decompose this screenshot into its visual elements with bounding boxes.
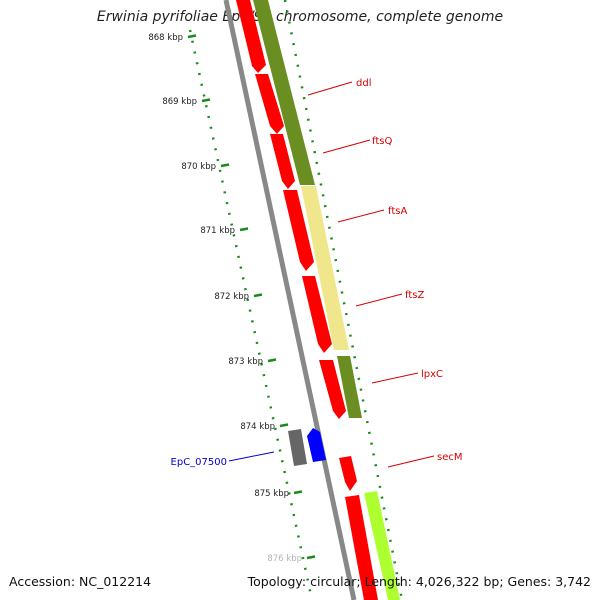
cds-arrow — [339, 456, 357, 491]
gene-leader-line — [307, 81, 353, 96]
gene-leader-line — [228, 451, 275, 462]
cds-arrow — [236, 0, 266, 73]
tick-label: 870 kbp — [181, 162, 216, 172]
cds-arrow — [283, 190, 314, 271]
gene-leader-line — [387, 455, 435, 468]
tick-label: 872 kbp — [214, 292, 249, 302]
feature-band-olive-top — [253, 0, 315, 185]
cds-arrow — [255, 74, 284, 134]
ticks-group: 868 kbp 869 kbp 870 kbp 871 kbp 872 kbp 873 k… — [148, 33, 316, 564]
gene-label-epc_07500[interactable]: EpC_07500 — [171, 457, 227, 468]
gene-leader-line — [337, 209, 385, 223]
tick-label: 868 kbp — [148, 33, 183, 43]
topology-stats: Topology: circular; Length: 4,026,322 bp… — [247, 574, 591, 589]
tick-mark — [201, 98, 211, 103]
gene-leader-line — [371, 372, 419, 384]
gene-label-lpxc[interactable]: lpxC — [421, 369, 443, 380]
backbone-line — [223, 0, 357, 600]
tick-mark — [220, 163, 230, 168]
map-title: Erwinia pyrifoliae Ep1/96 chromosome, co… — [96, 9, 504, 25]
tick-label: 873 kbp — [228, 357, 263, 367]
gene-label-ftsz[interactable]: ftsZ — [405, 290, 424, 301]
gene-leader-line — [322, 139, 371, 154]
tick-mark — [293, 490, 303, 495]
tick-label: 869 kbp — [162, 97, 197, 107]
gene-labels-group: ddl ftsQ ftsA ftsZ lpxC secM EpC_07500 — [171, 78, 463, 468]
tick-mark — [187, 34, 197, 39]
gene-label-ddl[interactable]: ddl — [356, 78, 371, 89]
cds-arrow — [319, 360, 346, 419]
tick-mark — [279, 423, 289, 428]
tick-label: 876 kbp — [267, 554, 302, 564]
tick-label: 871 kbp — [200, 226, 235, 236]
gene-label-ftsq[interactable]: ftsQ — [372, 136, 392, 147]
gray-gene — [288, 429, 307, 466]
outer-dotted-ring — [283, 0, 404, 600]
feature-band-olive-bottom — [337, 356, 362, 418]
cds-arrow — [302, 276, 332, 353]
inner-dotted-ring — [188, 29, 314, 600]
cds-arrow — [345, 495, 378, 600]
tick-mark — [239, 227, 249, 232]
tick-label: 875 kbp — [254, 489, 289, 499]
accession-label: Accession: NC_012214 — [9, 574, 152, 589]
tick-label: 874 kbp — [240, 422, 275, 432]
gene-label-ftsa[interactable]: ftsA — [388, 206, 407, 217]
cds-arrow — [270, 134, 295, 189]
tick-mark — [306, 555, 316, 560]
tick-mark — [267, 358, 277, 363]
tick-mark — [253, 293, 263, 298]
feature-band-pale-yellow — [301, 186, 349, 350]
blue-gene — [307, 428, 326, 462]
gene-leader-line — [355, 293, 403, 307]
feature-band-lime — [364, 491, 400, 600]
gene-label-secm[interactable]: secM — [437, 452, 463, 463]
